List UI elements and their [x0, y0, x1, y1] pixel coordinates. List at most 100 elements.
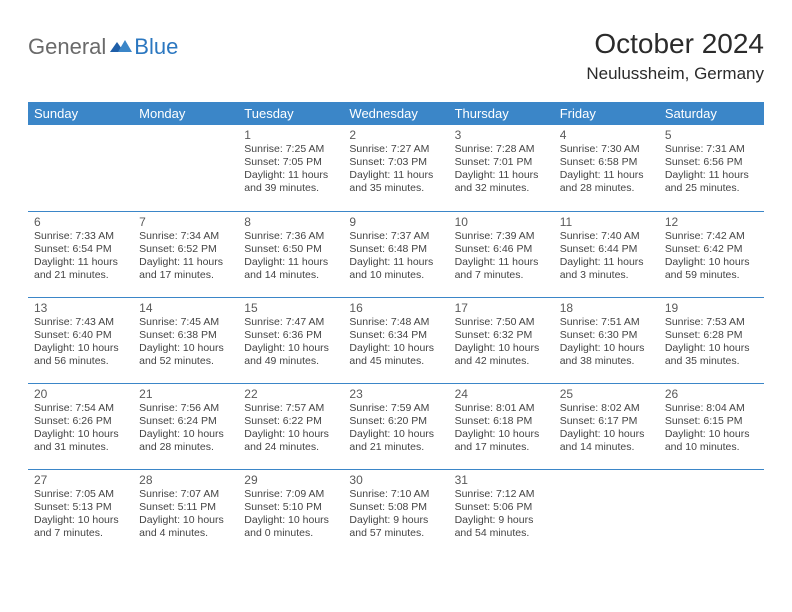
- calendar-day-cell: 26Sunrise: 8:04 AMSunset: 6:15 PMDayligh…: [659, 383, 764, 469]
- day-number: 2: [349, 128, 442, 142]
- weekday-header: Sunday: [28, 102, 133, 125]
- calendar-week-row: 6Sunrise: 7:33 AMSunset: 6:54 PMDaylight…: [28, 211, 764, 297]
- day-info: Sunrise: 7:12 AMSunset: 5:06 PMDaylight:…: [455, 488, 548, 541]
- sunset-line: Sunset: 6:38 PM: [139, 329, 232, 342]
- sunrise-line: Sunrise: 7:36 AM: [244, 230, 337, 243]
- sunrise-line: Sunrise: 7:54 AM: [34, 402, 127, 415]
- sunset-line: Sunset: 6:42 PM: [665, 243, 758, 256]
- day-number: 20: [34, 387, 127, 401]
- daylight-line: Daylight: 10 hours and 14 minutes.: [560, 428, 653, 454]
- sunset-line: Sunset: 5:06 PM: [455, 501, 548, 514]
- daylight-line: Daylight: 10 hours and 4 minutes.: [139, 514, 232, 540]
- sunrise-line: Sunrise: 7:31 AM: [665, 143, 758, 156]
- sunrise-line: Sunrise: 7:33 AM: [34, 230, 127, 243]
- sunrise-line: Sunrise: 7:43 AM: [34, 316, 127, 329]
- calendar-day-cell: 22Sunrise: 7:57 AMSunset: 6:22 PMDayligh…: [238, 383, 343, 469]
- calendar-day-cell: 28Sunrise: 7:07 AMSunset: 5:11 PMDayligh…: [133, 469, 238, 555]
- sunrise-line: Sunrise: 7:59 AM: [349, 402, 442, 415]
- sunrise-line: Sunrise: 7:12 AM: [455, 488, 548, 501]
- calendar-week-row: 13Sunrise: 7:43 AMSunset: 6:40 PMDayligh…: [28, 297, 764, 383]
- calendar-day-cell: 5Sunrise: 7:31 AMSunset: 6:56 PMDaylight…: [659, 125, 764, 211]
- day-info: Sunrise: 7:39 AMSunset: 6:46 PMDaylight:…: [455, 230, 548, 283]
- calendar-day-cell: 2Sunrise: 7:27 AMSunset: 7:03 PMDaylight…: [343, 125, 448, 211]
- calendar-day-cell: 20Sunrise: 7:54 AMSunset: 6:26 PMDayligh…: [28, 383, 133, 469]
- sunset-line: Sunset: 7:01 PM: [455, 156, 548, 169]
- daylight-line: Daylight: 10 hours and 17 minutes.: [455, 428, 548, 454]
- brand-mark-icon: [110, 36, 132, 59]
- calendar-day-cell: 30Sunrise: 7:10 AMSunset: 5:08 PMDayligh…: [343, 469, 448, 555]
- weekday-header: Saturday: [659, 102, 764, 125]
- sunset-line: Sunset: 6:46 PM: [455, 243, 548, 256]
- calendar-day-cell: 1Sunrise: 7:25 AMSunset: 7:05 PMDaylight…: [238, 125, 343, 211]
- calendar-page: General Blue October 2024 Neulussheim, G…: [0, 0, 792, 555]
- sunset-line: Sunset: 6:58 PM: [560, 156, 653, 169]
- calendar-week-row: 27Sunrise: 7:05 AMSunset: 5:13 PMDayligh…: [28, 469, 764, 555]
- calendar-day-cell: [133, 125, 238, 211]
- day-number: 3: [455, 128, 548, 142]
- calendar-day-cell: 6Sunrise: 7:33 AMSunset: 6:54 PMDaylight…: [28, 211, 133, 297]
- calendar-day-cell: 25Sunrise: 8:02 AMSunset: 6:17 PMDayligh…: [554, 383, 659, 469]
- sunrise-line: Sunrise: 7:10 AM: [349, 488, 442, 501]
- calendar-week-row: 1Sunrise: 7:25 AMSunset: 7:05 PMDaylight…: [28, 125, 764, 211]
- day-info: Sunrise: 7:53 AMSunset: 6:28 PMDaylight:…: [665, 316, 758, 369]
- day-number: 11: [560, 215, 653, 229]
- calendar-day-cell: [28, 125, 133, 211]
- sunset-line: Sunset: 6:48 PM: [349, 243, 442, 256]
- day-number: 16: [349, 301, 442, 315]
- sunset-line: Sunset: 6:34 PM: [349, 329, 442, 342]
- sunset-line: Sunset: 6:22 PM: [244, 415, 337, 428]
- sunrise-line: Sunrise: 8:02 AM: [560, 402, 653, 415]
- daylight-line: Daylight: 10 hours and 56 minutes.: [34, 342, 127, 368]
- daylight-line: Daylight: 10 hours and 28 minutes.: [139, 428, 232, 454]
- sunset-line: Sunset: 7:05 PM: [244, 156, 337, 169]
- sunset-line: Sunset: 5:08 PM: [349, 501, 442, 514]
- weekday-header: Friday: [554, 102, 659, 125]
- calendar-day-cell: 19Sunrise: 7:53 AMSunset: 6:28 PMDayligh…: [659, 297, 764, 383]
- daylight-line: Daylight: 10 hours and 24 minutes.: [244, 428, 337, 454]
- sunrise-line: Sunrise: 7:45 AM: [139, 316, 232, 329]
- sunset-line: Sunset: 5:10 PM: [244, 501, 337, 514]
- calendar-day-cell: [554, 469, 659, 555]
- daylight-line: Daylight: 11 hours and 21 minutes.: [34, 256, 127, 282]
- calendar-day-cell: 14Sunrise: 7:45 AMSunset: 6:38 PMDayligh…: [133, 297, 238, 383]
- calendar-day-cell: 24Sunrise: 8:01 AMSunset: 6:18 PMDayligh…: [449, 383, 554, 469]
- page-header: General Blue October 2024 Neulussheim, G…: [28, 28, 764, 84]
- daylight-line: Daylight: 10 hours and 21 minutes.: [349, 428, 442, 454]
- daylight-line: Daylight: 10 hours and 45 minutes.: [349, 342, 442, 368]
- day-number: 9: [349, 215, 442, 229]
- day-info: Sunrise: 7:10 AMSunset: 5:08 PMDaylight:…: [349, 488, 442, 541]
- day-number: 7: [139, 215, 232, 229]
- sunrise-line: Sunrise: 7:47 AM: [244, 316, 337, 329]
- day-info: Sunrise: 7:51 AMSunset: 6:30 PMDaylight:…: [560, 316, 653, 369]
- day-number: 10: [455, 215, 548, 229]
- day-info: Sunrise: 7:09 AMSunset: 5:10 PMDaylight:…: [244, 488, 337, 541]
- brand-text-blue: Blue: [134, 34, 178, 60]
- daylight-line: Daylight: 11 hours and 10 minutes.: [349, 256, 442, 282]
- sunset-line: Sunset: 7:03 PM: [349, 156, 442, 169]
- sunrise-line: Sunrise: 7:39 AM: [455, 230, 548, 243]
- sunset-line: Sunset: 6:17 PM: [560, 415, 653, 428]
- day-number: 5: [665, 128, 758, 142]
- sunset-line: Sunset: 6:44 PM: [560, 243, 653, 256]
- day-info: Sunrise: 7:31 AMSunset: 6:56 PMDaylight:…: [665, 143, 758, 196]
- sunrise-line: Sunrise: 7:07 AM: [139, 488, 232, 501]
- sunrise-line: Sunrise: 7:37 AM: [349, 230, 442, 243]
- day-info: Sunrise: 8:02 AMSunset: 6:17 PMDaylight:…: [560, 402, 653, 455]
- calendar-day-cell: 8Sunrise: 7:36 AMSunset: 6:50 PMDaylight…: [238, 211, 343, 297]
- day-number: 15: [244, 301, 337, 315]
- sunrise-line: Sunrise: 8:01 AM: [455, 402, 548, 415]
- day-info: Sunrise: 7:33 AMSunset: 6:54 PMDaylight:…: [34, 230, 127, 283]
- sunrise-line: Sunrise: 7:42 AM: [665, 230, 758, 243]
- daylight-line: Daylight: 11 hours and 35 minutes.: [349, 169, 442, 195]
- day-number: 25: [560, 387, 653, 401]
- daylight-line: Daylight: 11 hours and 39 minutes.: [244, 169, 337, 195]
- day-info: Sunrise: 8:01 AMSunset: 6:18 PMDaylight:…: [455, 402, 548, 455]
- calendar-body: 1Sunrise: 7:25 AMSunset: 7:05 PMDaylight…: [28, 125, 764, 555]
- weekday-header: Wednesday: [343, 102, 448, 125]
- sunset-line: Sunset: 6:24 PM: [139, 415, 232, 428]
- day-info: Sunrise: 7:48 AMSunset: 6:34 PMDaylight:…: [349, 316, 442, 369]
- day-number: 17: [455, 301, 548, 315]
- sunrise-line: Sunrise: 8:04 AM: [665, 402, 758, 415]
- daylight-line: Daylight: 10 hours and 0 minutes.: [244, 514, 337, 540]
- sunset-line: Sunset: 6:40 PM: [34, 329, 127, 342]
